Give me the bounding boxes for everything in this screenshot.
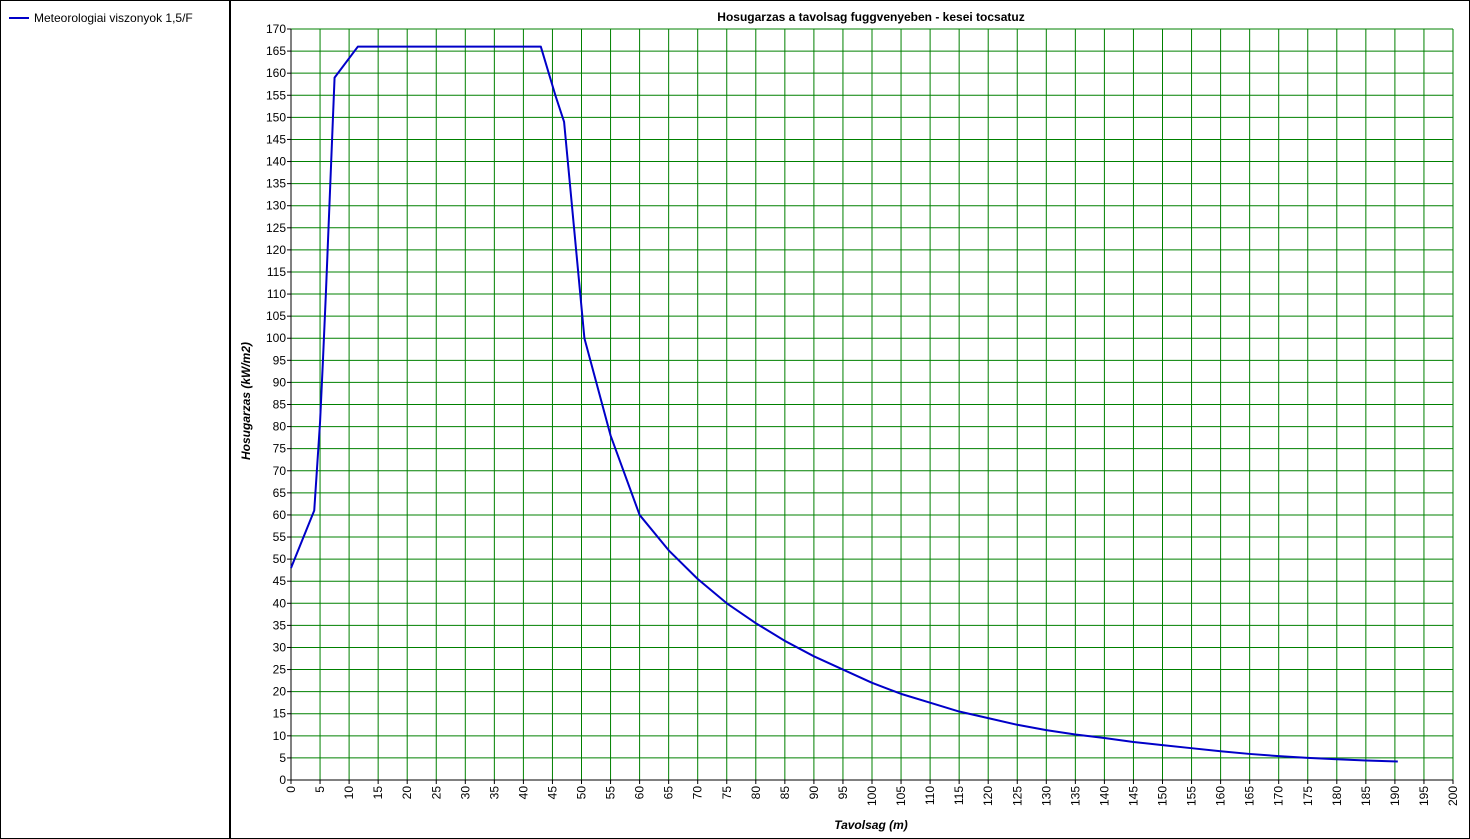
y-tick-label: 100: [266, 331, 286, 345]
x-tick-label: 0: [284, 786, 298, 793]
y-tick-label: 55: [273, 530, 287, 544]
x-tick-label: 25: [429, 786, 443, 800]
x-axis-label: Tavolsag (m): [834, 818, 908, 832]
y-tick-label: 120: [266, 243, 286, 257]
y-tick-label: 95: [273, 353, 287, 367]
y-tick-label: 140: [266, 155, 286, 169]
y-tick-label: 10: [273, 729, 287, 743]
x-tick-label: 85: [778, 786, 792, 800]
x-tick-label: 180: [1330, 786, 1344, 806]
x-tick-label: 150: [1156, 786, 1170, 806]
x-tick-label: 160: [1214, 786, 1228, 806]
x-tick-label: 65: [662, 786, 676, 800]
x-tick-label: 110: [923, 786, 937, 805]
x-tick-label: 135: [1068, 786, 1082, 806]
x-tick-label: 80: [749, 786, 763, 800]
x-tick-label: 120: [981, 786, 995, 806]
chart-panel: Hosugarzas a tavolsag fuggvenyeben - kes…: [231, 1, 1469, 838]
x-tick-label: 20: [400, 786, 414, 800]
y-tick-label: 45: [273, 574, 287, 588]
y-tick-label: 70: [273, 464, 287, 478]
x-tick-label: 5: [313, 786, 327, 793]
y-tick-label: 110: [267, 287, 286, 301]
y-tick-label: 105: [266, 309, 286, 323]
x-tick-label: 115: [952, 786, 966, 805]
x-tick-label: 30: [458, 786, 472, 800]
y-tick-label: 50: [273, 552, 287, 566]
tick-labels: 0 5 10 15 20 25 30 35 40 45 50 55 60 65 70 75 80 85 90 95 10…: [266, 22, 1460, 806]
line-chart: Hosugarzas a tavolsag fuggvenyeben - kes…: [239, 10, 1460, 832]
y-tick-label: 115: [267, 265, 286, 279]
x-tick-label: 60: [633, 786, 647, 800]
x-tick-label: 185: [1359, 786, 1373, 806]
y-tick-label: 35: [273, 618, 287, 632]
x-tick-label: 125: [1010, 786, 1024, 806]
x-tick-label: 165: [1243, 786, 1257, 806]
x-tick-label: 40: [516, 786, 530, 800]
y-tick-label: 25: [273, 663, 287, 677]
y-tick-label: 30: [273, 640, 287, 654]
y-tick-label: 135: [266, 177, 286, 191]
y-tick-label: 75: [273, 442, 287, 456]
x-tick-label: 50: [575, 786, 589, 800]
x-tick-label: 10: [342, 786, 356, 800]
y-tick-label: 80: [273, 420, 287, 434]
x-tick-label: 70: [691, 786, 705, 800]
x-tick-label: 195: [1417, 786, 1431, 806]
x-tick-label: 45: [545, 786, 559, 800]
x-tick-label: 200: [1446, 786, 1460, 806]
y-tick-label: 150: [266, 110, 286, 124]
y-tick-label: 170: [266, 22, 286, 36]
y-tick-label: 65: [273, 486, 287, 500]
y-tick-label: 145: [266, 132, 286, 146]
x-tick-label: 55: [604, 786, 618, 800]
x-tick-label: 35: [487, 786, 501, 800]
y-tick-label: 40: [273, 596, 287, 610]
series-layer: [290, 45, 1398, 763]
y-tick-label: 85: [273, 398, 287, 412]
y-tick-label: 0: [279, 773, 286, 787]
x-tick-label: 100: [865, 786, 879, 806]
legend-label: Meteorologiai viszonyok 1,5/F: [34, 11, 193, 25]
x-tick-label: 105: [894, 786, 908, 806]
x-tick-label: 90: [807, 786, 821, 800]
x-tick-label: 170: [1272, 786, 1286, 806]
x-tick-label: 145: [1126, 786, 1140, 806]
series-line: [290, 45, 1398, 763]
x-tick-label: 130: [1039, 786, 1053, 806]
chart-title: Hosugarzas a tavolsag fuggvenyeben - kes…: [717, 10, 1024, 24]
y-tick-label: 90: [273, 375, 287, 389]
y-tick-label: 60: [273, 508, 287, 522]
x-tick-label: 155: [1185, 786, 1199, 806]
x-tick-label: 175: [1301, 786, 1315, 806]
x-tick-label: 190: [1388, 786, 1402, 806]
y-tick-label: 160: [266, 66, 286, 80]
grid: [290, 28, 1454, 781]
x-tick-label: 15: [371, 786, 385, 800]
y-tick-label: 155: [266, 88, 286, 102]
y-tick-label: 165: [266, 44, 286, 58]
y-tick-label: 15: [273, 707, 287, 721]
y-tick-label: 20: [273, 685, 287, 699]
x-tick-label: 95: [836, 786, 850, 800]
x-tick-label: 140: [1097, 786, 1111, 806]
y-tick-label: 5: [279, 751, 286, 765]
y-axis-label: Hosugarzas (kW/m2): [239, 342, 253, 460]
y-tick-label: 125: [266, 221, 286, 235]
y-tick-label: 130: [266, 199, 286, 213]
legend-entry: Meteorologiai viszonyok 1,5/F: [9, 11, 193, 25]
legend-panel: Meteorologiai viszonyok 1,5/F: [1, 1, 231, 838]
x-tick-label: 75: [720, 786, 734, 800]
legend-swatch: [9, 17, 29, 19]
